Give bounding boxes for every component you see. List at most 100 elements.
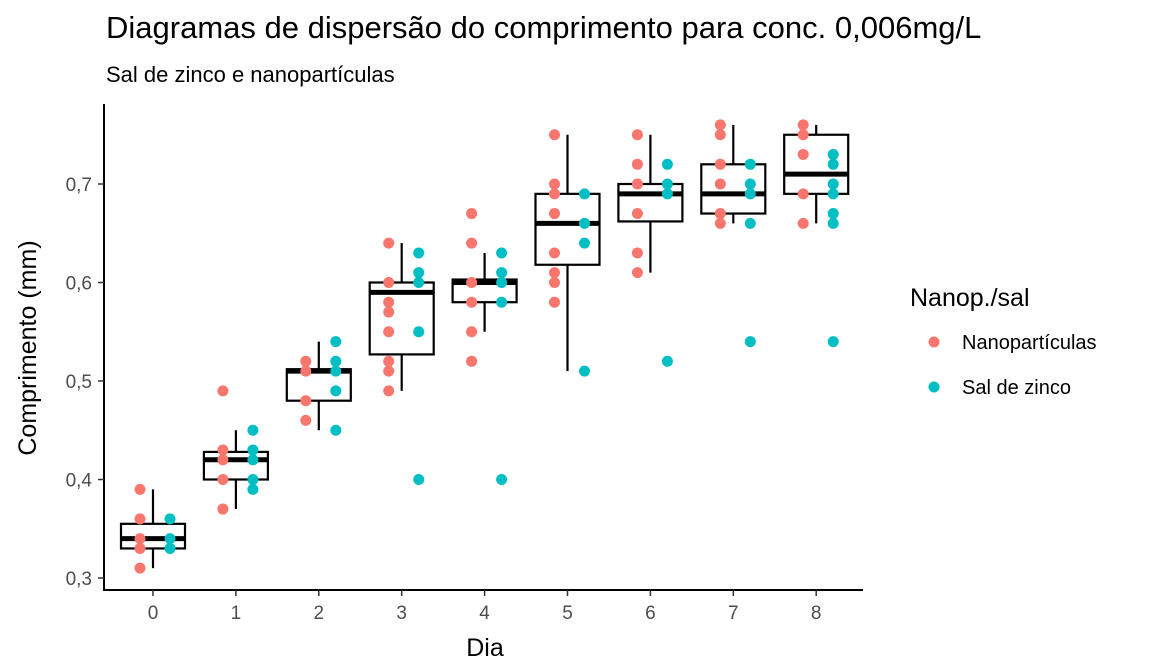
data-point xyxy=(549,188,560,200)
y-tick-label: 0,7 xyxy=(66,175,92,196)
data-point xyxy=(383,385,395,397)
data-point xyxy=(827,208,839,220)
legend: Nanop./sal Nanopartículas Sal de zinco xyxy=(910,284,1097,399)
boxplot-day-1 xyxy=(202,430,269,510)
y-tick-label: 0,6 xyxy=(66,274,92,295)
data-point xyxy=(744,158,756,170)
box xyxy=(617,182,684,223)
data-point xyxy=(383,296,395,308)
data-point xyxy=(827,336,839,348)
legend-label: Nanopartículas xyxy=(962,332,1097,354)
boxplot-day-0 xyxy=(119,489,187,569)
data-point xyxy=(300,355,312,367)
x-tick-label: 3 xyxy=(396,603,407,624)
data-point xyxy=(247,454,259,466)
data-point xyxy=(714,119,726,131)
data-point xyxy=(413,326,425,338)
data-point xyxy=(496,247,508,259)
data-point xyxy=(631,267,643,279)
data-point xyxy=(496,474,508,485)
data-point xyxy=(247,483,259,495)
data-point xyxy=(827,178,839,190)
data-point xyxy=(496,267,508,279)
box xyxy=(202,450,269,481)
x-tick-label: 8 xyxy=(811,603,822,624)
data-point xyxy=(744,336,756,348)
data-point xyxy=(744,178,756,190)
chart-title: Diagramas de dispersão do comprimento pa… xyxy=(106,10,982,45)
data-point xyxy=(579,217,590,229)
y-tick-label: 0,3 xyxy=(66,569,92,590)
data-point xyxy=(631,178,643,190)
data-point xyxy=(300,414,312,426)
x-tick-label: 7 xyxy=(728,603,739,624)
data-point xyxy=(247,474,259,485)
data-point xyxy=(466,208,478,220)
series-sal-de-zinco xyxy=(164,148,839,554)
y-tick-label: 0,5 xyxy=(66,372,92,393)
data-point xyxy=(330,385,342,397)
data-point xyxy=(217,385,229,397)
data-point xyxy=(661,158,673,170)
data-point xyxy=(330,365,342,377)
data-point xyxy=(797,148,809,160)
legend-title: Nanop./sal xyxy=(910,284,1030,312)
x-ticks: 0 1 2 3 4 5 6 7 8 xyxy=(148,590,822,624)
data-point xyxy=(383,365,395,377)
legend-key xyxy=(928,336,940,348)
data-point xyxy=(631,129,643,141)
chart-subtitle: Sal de zinco e nanopartículas xyxy=(106,62,395,87)
data-point xyxy=(661,188,673,200)
data-point xyxy=(744,217,756,229)
data-point xyxy=(714,158,726,170)
data-point xyxy=(631,208,643,220)
box xyxy=(700,163,767,215)
data-point xyxy=(413,247,425,259)
data-point xyxy=(217,503,229,515)
data-point xyxy=(330,355,342,367)
boxplot-day-3 xyxy=(368,243,435,391)
data-point xyxy=(549,296,560,308)
x-tick-label: 5 xyxy=(562,603,573,624)
x-tick-label: 2 xyxy=(314,603,325,624)
boxplot-day-5 xyxy=(534,134,601,372)
y-tick-label: 0,4 xyxy=(66,471,93,492)
data-point xyxy=(217,444,229,456)
data-point xyxy=(496,296,508,308)
boxplot-day-8 xyxy=(783,124,850,224)
data-point xyxy=(247,444,259,456)
data-point xyxy=(413,277,425,288)
box xyxy=(534,192,601,266)
y-ticks: 0,3 0,4 0,5 0,6 0,7 xyxy=(66,175,104,590)
data-point xyxy=(134,513,146,525)
boxplot-day-2 xyxy=(285,341,352,431)
data-point xyxy=(549,178,560,190)
data-point xyxy=(466,296,478,308)
x-tick-label: 4 xyxy=(479,603,490,624)
data-point xyxy=(413,267,425,279)
series-nanoparticulas xyxy=(134,119,809,574)
data-point xyxy=(549,208,560,220)
x-tick-label: 1 xyxy=(231,603,242,624)
data-point xyxy=(714,129,726,141)
legend-label: Sal de zinco xyxy=(962,377,1071,399)
x-tick-label: 0 xyxy=(148,603,159,624)
data-point xyxy=(827,148,839,160)
data-point xyxy=(466,277,478,288)
x-axis-title: Dia xyxy=(466,634,504,662)
data-point xyxy=(134,533,146,545)
legend-key xyxy=(928,381,940,393)
data-point xyxy=(496,277,508,288)
data-point xyxy=(714,178,726,190)
data-point xyxy=(827,217,839,229)
boxplot-day-6 xyxy=(617,134,684,273)
data-point xyxy=(330,336,342,348)
data-point xyxy=(797,217,809,229)
data-point xyxy=(413,474,425,485)
data-point xyxy=(631,158,643,170)
data-point xyxy=(330,424,342,436)
data-point xyxy=(631,247,643,259)
data-point xyxy=(661,178,673,190)
data-point xyxy=(549,267,560,279)
